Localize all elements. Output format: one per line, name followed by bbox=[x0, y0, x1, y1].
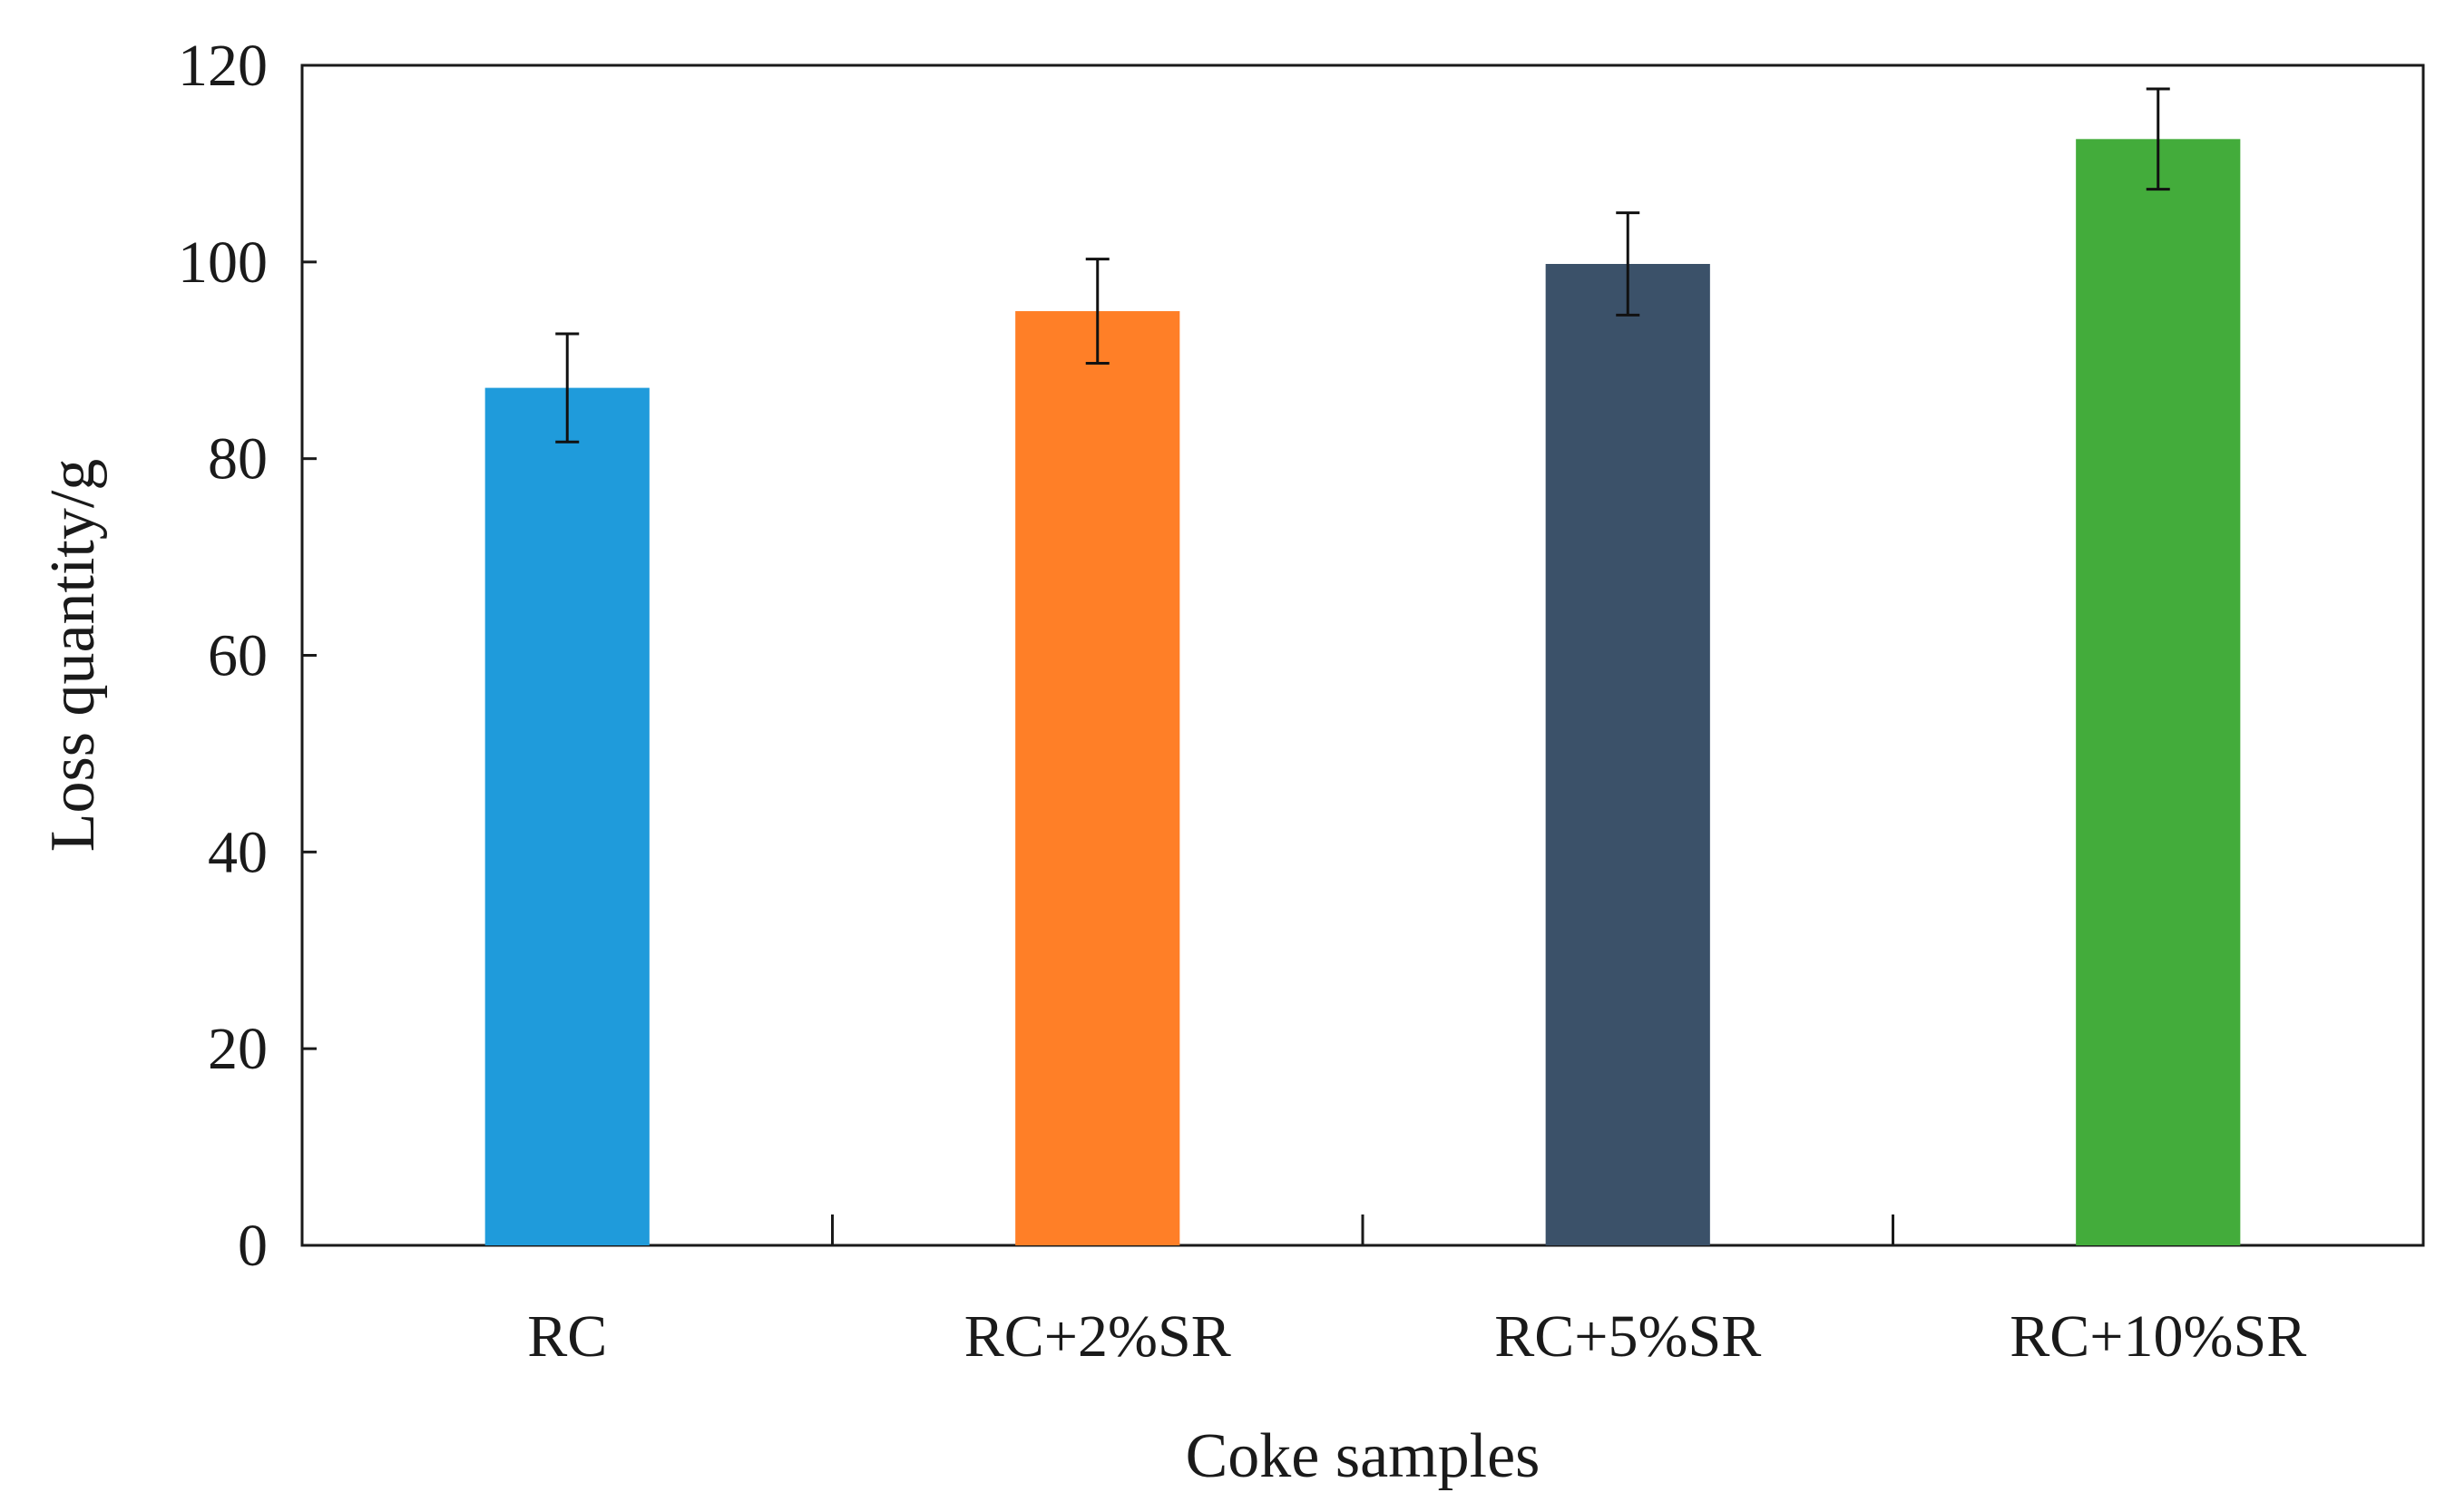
bar-rc bbox=[484, 387, 650, 1245]
y-tick-label: 0 bbox=[238, 1213, 268, 1279]
y-tick-label: 40 bbox=[208, 819, 268, 885]
y-tick-label: 20 bbox=[208, 1016, 268, 1082]
x-axis-title: Coke samples bbox=[1186, 1421, 1540, 1491]
axes-group bbox=[302, 63, 1894, 1247]
error-bars-group bbox=[555, 87, 2170, 444]
y-tick-label: 120 bbox=[178, 33, 268, 99]
error-bar-rc-2-sr bbox=[1085, 258, 1110, 366]
error-bar-rc-10-sr bbox=[2146, 87, 2170, 191]
labels-group: Coke samples Loss quantity/g 0 20 40 60 80 10… bbox=[38, 33, 2306, 1491]
y-tick-label: 80 bbox=[208, 426, 268, 493]
bar-rc-10-sr bbox=[2076, 139, 2241, 1245]
error-bar-rc bbox=[555, 332, 580, 444]
bars-group bbox=[484, 139, 2241, 1246]
y-tick-label: 60 bbox=[208, 623, 268, 689]
bar-rc-5-sr bbox=[1545, 264, 1710, 1245]
x-tick-label: RC+5%SR bbox=[1494, 1303, 1761, 1370]
x-tick-label: RC bbox=[527, 1303, 607, 1370]
y-axis-title: Loss quantity/g bbox=[38, 459, 108, 853]
x-tick-label: RC+10%SR bbox=[2010, 1303, 2306, 1370]
bar-rc-2-sr bbox=[1015, 311, 1180, 1246]
error-bar-rc-5-sr bbox=[1616, 211, 1640, 317]
x-tick-label: RC+2%SR bbox=[964, 1303, 1231, 1370]
y-tick-label: 100 bbox=[178, 229, 268, 296]
